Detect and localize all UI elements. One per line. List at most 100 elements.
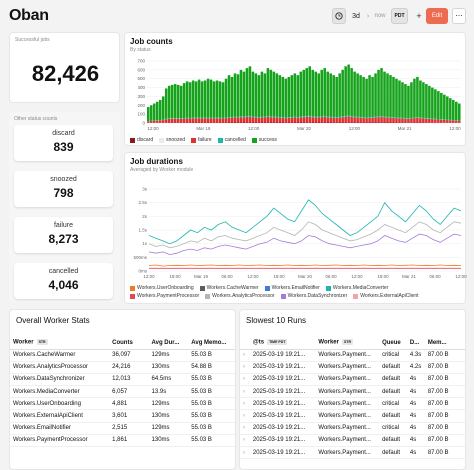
legend-swatch bbox=[205, 293, 211, 299]
legend-label: failure bbox=[198, 137, 212, 143]
table-title: Slowest 10 Runs bbox=[246, 316, 307, 325]
table-cell: Workers.CacheWarmer bbox=[10, 349, 110, 362]
table-row[interactable]: Workers.UserOnboarding 4,881 129ms 55.03 B bbox=[10, 397, 235, 411]
kpi-label: Successful jobs bbox=[15, 37, 50, 43]
table-row[interactable]: › 2025-03-19 19:21... Workers.Payment... cr… bbox=[240, 422, 465, 435]
legend-item[interactable]: Workers.EmailNotifier bbox=[264, 285, 320, 291]
table-row[interactable]: › 2025-03-19 19:21... Workers.Payment... de… bbox=[240, 434, 465, 448]
col-worker[interactable]: Worker STR bbox=[10, 337, 110, 350]
table-row[interactable]: Workers.EmailNotifier 2,515 129ms 55.03 B bbox=[10, 422, 235, 435]
legend-item[interactable]: Workers.PaymentProcessor bbox=[130, 293, 199, 299]
legend-item[interactable]: Workers.UserOnboarding bbox=[130, 285, 194, 291]
legend-item[interactable]: failure bbox=[191, 137, 212, 143]
col-queue[interactable]: Queue bbox=[379, 337, 407, 350]
bar-failure bbox=[440, 119, 443, 123]
table-cell: 55.03 B bbox=[188, 434, 235, 448]
job-counts-card: Job counts By status 700 600 500 400 300 200 1… bbox=[124, 32, 466, 146]
add-button[interactable]: + bbox=[416, 11, 422, 21]
legend-item[interactable]: Workers.ExternalApiClient bbox=[353, 293, 419, 299]
col-counts[interactable]: Counts bbox=[109, 337, 149, 350]
col-avg-memory[interactable]: Avg Memo... bbox=[188, 337, 235, 350]
bar-discard bbox=[260, 122, 264, 123]
table-row[interactable]: › 2025-03-19 19:21... Workers.Payment... de… bbox=[240, 361, 465, 374]
table-row[interactable]: › 2025-03-19 19:21... Workers.Payment... cr… bbox=[240, 349, 465, 362]
col-avg-duration[interactable]: Avg Dur... bbox=[148, 337, 189, 350]
stat-discard: discard 839 bbox=[14, 125, 113, 161]
bar-cancelled bbox=[305, 116, 309, 117]
job-durations-card: Job durations Averaged by Worker module … bbox=[124, 152, 467, 304]
table-row[interactable]: Workers.CacheWarmer 36,097 129ms 55.03 B bbox=[10, 349, 235, 362]
bar-failure bbox=[428, 118, 431, 123]
expand-row-icon[interactable]: › bbox=[240, 434, 250, 448]
table-row[interactable]: Workers.AnalyticsProcessor 24,216 130ms 54.… bbox=[10, 361, 235, 374]
more-icon[interactable]: ⋯ bbox=[452, 8, 466, 24]
legend-item[interactable]: discard bbox=[130, 137, 153, 143]
legend-item[interactable]: success bbox=[251, 137, 277, 143]
table-row[interactable]: › 2025-03-19 19:21... Workers.Payment... de… bbox=[240, 385, 465, 399]
legend-item[interactable]: Workers.CacheWarmer bbox=[199, 285, 259, 291]
table-cell: Workers.MediaConverter bbox=[10, 385, 110, 399]
x-tick-label: 06:00 bbox=[221, 274, 233, 279]
bar-cancelled bbox=[176, 118, 180, 119]
now-label[interactable]: now bbox=[374, 13, 386, 19]
legend-item[interactable]: snoozed bbox=[159, 137, 185, 143]
bar-failure bbox=[452, 120, 455, 123]
legend-item[interactable]: Workers.AnalyticsProcessor bbox=[205, 293, 275, 299]
col-memory[interactable]: Mem... bbox=[424, 337, 465, 350]
stat-cancelled: cancelled 4,046 bbox=[14, 263, 113, 299]
bar-failure bbox=[224, 118, 228, 123]
table-cell: 4s bbox=[406, 422, 425, 435]
bar-cancelled bbox=[284, 117, 288, 119]
table-cell: 2025-03-19 19:21... bbox=[249, 422, 316, 435]
table-cell: 2,515 bbox=[109, 422, 149, 435]
bar-cancelled bbox=[245, 116, 249, 117]
bar-failure bbox=[197, 118, 201, 123]
table-row[interactable]: › 2025-03-19 19:21... Workers.Payment... cr… bbox=[240, 397, 465, 411]
bar-failure bbox=[257, 117, 261, 123]
time-range-selector[interactable]: 3d bbox=[352, 12, 360, 20]
bar-success bbox=[323, 68, 326, 117]
table-row[interactable]: › 2025-03-19 19:21... Workers.Payment... de… bbox=[240, 373, 465, 387]
bar-cancelled bbox=[323, 116, 326, 117]
col-ts[interactable]: @ts TIME PDT bbox=[249, 337, 316, 350]
expand-row-icon[interactable]: › bbox=[240, 361, 250, 374]
x-tick-label: 12:00 bbox=[455, 274, 467, 279]
col-worker[interactable]: Worker STR bbox=[315, 337, 380, 350]
table-cell: 36,097 bbox=[109, 349, 149, 362]
expand-row-icon[interactable]: › bbox=[240, 349, 250, 362]
bar-success bbox=[296, 75, 300, 118]
edit-button[interactable]: Edit bbox=[426, 8, 448, 24]
legend-label: Workers.EmailNotifier bbox=[271, 285, 320, 291]
table-row[interactable]: Workers.MediaConverter 6,057 13.9s 55.03 B bbox=[10, 385, 235, 399]
bar-cancelled bbox=[209, 117, 213, 119]
clock-icon[interactable] bbox=[332, 8, 346, 24]
table-row[interactable]: Workers.DataSynchronizer 12,013 64.5ms 55.0… bbox=[10, 373, 235, 387]
col-duration[interactable]: D... bbox=[406, 337, 425, 350]
bar-cancelled bbox=[251, 116, 255, 118]
legend-item[interactable]: Workers.DataSynchronizer bbox=[280, 293, 347, 299]
timezone-toggle[interactable]: PDT bbox=[391, 8, 408, 24]
bar-failure bbox=[362, 117, 365, 123]
expand-row-icon[interactable]: › bbox=[240, 422, 250, 435]
series-line bbox=[148, 199, 462, 245]
bar-failure bbox=[353, 117, 356, 123]
expand-row-icon[interactable]: › bbox=[240, 446, 250, 460]
bar-failure bbox=[161, 120, 165, 123]
legend-item[interactable]: Workers.MediaConverter bbox=[325, 285, 388, 291]
table-cell: 129ms bbox=[148, 349, 189, 362]
bar-failure bbox=[263, 117, 267, 123]
table-row[interactable]: Workers.ExternalApiClient 3,601 130ms 55.03… bbox=[10, 409, 235, 423]
bar-success bbox=[374, 73, 377, 117]
bar-cancelled bbox=[413, 117, 416, 119]
x-tick-label: Mar 21 bbox=[402, 274, 417, 279]
bar-failure bbox=[284, 118, 288, 123]
expand-row-icon[interactable]: › bbox=[240, 385, 250, 399]
table-row[interactable]: Workers.PaymentProcessor 1,861 130ms 55.03 … bbox=[10, 434, 235, 448]
expand-row-icon[interactable]: › bbox=[240, 373, 250, 387]
expand-row-icon[interactable]: › bbox=[240, 409, 250, 423]
legend-item[interactable]: cancelled bbox=[217, 137, 246, 143]
table-row[interactable]: › 2025-03-19 19:21... Workers.Payment... de… bbox=[240, 446, 465, 460]
table-row[interactable]: › 2025-03-19 19:21... Workers.Payment... de… bbox=[240, 409, 465, 423]
bar-failure bbox=[338, 117, 341, 123]
expand-row-icon[interactable]: › bbox=[240, 397, 250, 411]
